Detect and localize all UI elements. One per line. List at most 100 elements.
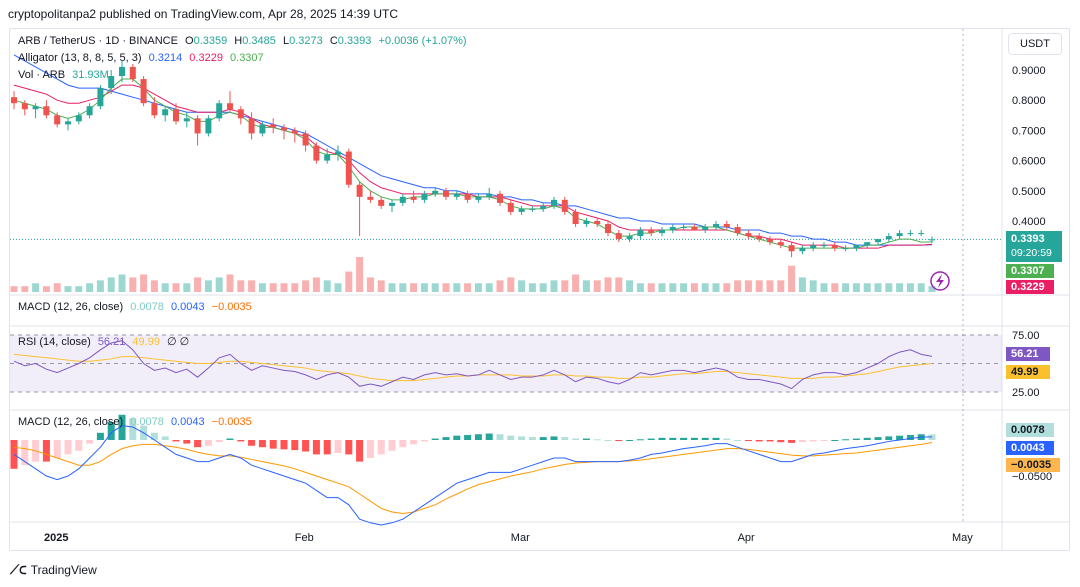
volume-bar [842, 283, 850, 292]
macd-histogram-bar [615, 440, 623, 441]
rsi-legend[interactable]: RSI (14, close) 56.21 49.99 ∅ ∅ [18, 335, 193, 348]
volume-bar [539, 283, 547, 292]
macd-histogram-bar [431, 438, 439, 440]
volume-bar [561, 280, 569, 292]
macd-histogram-bar [809, 440, 817, 442]
candle-body [507, 202, 514, 212]
macd-histogram-bar [366, 440, 374, 458]
macd-histogram-bar [96, 432, 104, 440]
macd-legend[interactable]: MACD (12, 26, close) 0.0078 0.0043 −0.00… [18, 416, 256, 428]
macd-histogram-bar [507, 435, 515, 440]
time-axis-label: Mar [511, 532, 530, 544]
macd-histogram-bar [852, 438, 860, 440]
candle-body [713, 224, 719, 228]
volume-bar [172, 283, 180, 292]
macd-histogram-bar [291, 440, 299, 451]
macd-histogram-bar [658, 437, 666, 440]
alligator-jaw-line [13, 54, 933, 246]
symbol-label[interactable]: ARB / TetherUS · 1D · BINANCE [18, 35, 178, 47]
volume-bar [42, 286, 50, 292]
candle-body [162, 109, 169, 116]
macd-histogram-bar [550, 436, 558, 440]
alligator-teeth-line [13, 84, 933, 249]
volume-bar [323, 280, 331, 292]
candle-body [32, 106, 39, 110]
macd-histogram-bar [204, 440, 212, 446]
candle-body [21, 103, 28, 110]
volume-legend[interactable]: Vol · ARB 31.93M [18, 69, 113, 81]
volume-bar [140, 274, 148, 292]
current-price-tag: 0.3393 09:20:59 [1006, 231, 1062, 262]
volume-bar [377, 280, 385, 292]
macd-histogram-bar [485, 433, 493, 440]
volume-bar [831, 283, 839, 292]
alligator-legend[interactable]: Alligator (13, 8, 8, 5, 5, 3) 0.3214 0.3… [18, 52, 268, 64]
candle-body [389, 202, 395, 206]
lips-price-tag: 0.3307 [1006, 264, 1054, 278]
macd-histogram-bar [539, 437, 547, 440]
volume-bar [10, 286, 18, 292]
macd-tick-label: −0.0500 [1012, 471, 1052, 483]
candle-body [194, 118, 201, 134]
volume-bar [777, 280, 785, 292]
macd-histogram-bar [107, 422, 115, 440]
macd-histogram-bar [626, 440, 634, 441]
volume-bar [388, 283, 396, 292]
candle-body [335, 151, 341, 155]
volume-bar [96, 280, 104, 292]
volume-bar [798, 277, 806, 292]
open-value: 0.3359 [193, 35, 228, 47]
macd-small-legend[interactable]: MACD (12, 26, close) 0.0078 0.0043 −0.00… [18, 301, 256, 313]
macd-histogram-bar [258, 440, 266, 448]
volume-bar [507, 277, 515, 292]
volume-bar [723, 283, 731, 292]
macd-histogram-bar [788, 440, 796, 443]
candle-body [140, 79, 147, 104]
volume-bar [64, 286, 72, 292]
volume-bar [896, 283, 904, 292]
macd-histogram-bar [248, 440, 256, 446]
macd-line-tag: 0.0043 [1006, 441, 1054, 455]
candle-body [75, 115, 82, 122]
macd-histogram-bar [820, 440, 828, 441]
candle-body [54, 115, 61, 125]
macd-histogram-bar [161, 436, 169, 440]
footer-brand[interactable]: TradingView [30, 563, 97, 577]
macd-small-macd-value: 0.0043 [170, 301, 205, 313]
alligator-lips-value: 0.3307 [230, 52, 264, 64]
candle-body [237, 109, 244, 119]
candle-body [561, 199, 568, 212]
alert-lightning-icon [930, 271, 950, 291]
alligator-jaw-value: 0.3214 [148, 52, 183, 64]
volume-bar [917, 283, 925, 292]
volume-bar [226, 274, 234, 292]
candle-body [475, 196, 482, 200]
candle-body [691, 227, 698, 231]
candle-body [313, 145, 320, 161]
volume-bar [420, 283, 428, 292]
macd-histogram-bar [345, 440, 353, 455]
candle-body [842, 248, 849, 250]
macd-signal-line [13, 442, 933, 514]
candle-body [378, 199, 385, 206]
macd-histogram-bar [777, 440, 785, 443]
rsi-tag: 56.21 [1006, 347, 1050, 361]
candle-body [767, 239, 773, 243]
macd-histogram-bar [215, 440, 223, 443]
volume-bar [75, 286, 83, 292]
candle-body [302, 133, 309, 146]
candle-body [659, 230, 665, 234]
volume-bar [474, 283, 482, 292]
low-value: 0.3273 [289, 35, 323, 47]
volume-bar [53, 283, 61, 292]
candle-body [443, 190, 449, 197]
macd-histogram-bar [669, 437, 677, 440]
candle-body [367, 196, 374, 200]
publisher-header: cryptopolitanpa2 published on TradingVie… [8, 7, 399, 21]
volume-bar [345, 271, 353, 292]
macd-histogram-bar [896, 435, 904, 440]
volume-bar [528, 283, 536, 292]
candle-body [853, 245, 860, 249]
currency-unit-button[interactable]: USDT [1008, 33, 1062, 55]
